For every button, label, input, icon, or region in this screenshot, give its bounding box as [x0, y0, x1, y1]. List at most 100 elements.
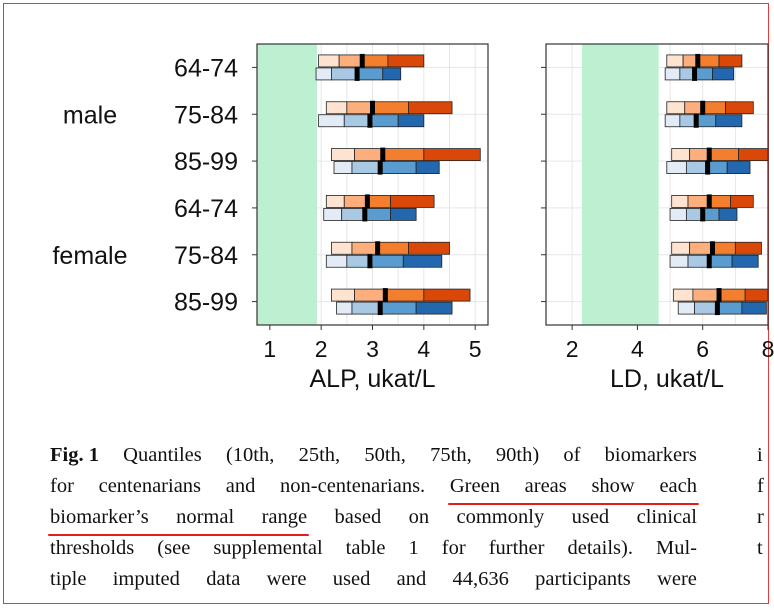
- orange-quantile-segment: [361, 54, 389, 68]
- blue-quantile-segment: [415, 161, 440, 174]
- orange-quantile-segment: [689, 148, 710, 161]
- orange-median-mark: [716, 288, 722, 303]
- column-fragment-char: i: [757, 444, 763, 466]
- normal-range-area: [581, 44, 659, 325]
- figure-number: Fig. 1: [50, 444, 99, 466]
- orange-quantile-segment: [702, 101, 726, 115]
- orange-quantile-segment: [325, 195, 345, 208]
- row-label: 75-84: [174, 101, 238, 129]
- caption-word: used: [332, 568, 371, 590]
- blue-quantile-segment: [402, 254, 443, 268]
- blue-quantile-segment: [333, 161, 353, 174]
- caption-word: on: [408, 506, 430, 528]
- orange-quantile-segment: [734, 241, 762, 255]
- orange-quantile-segment: [692, 288, 720, 302]
- orange-quantile-segment: [672, 288, 694, 302]
- caption-word: participants: [535, 568, 631, 590]
- blue-quantile-segment: [708, 254, 733, 268]
- blue-quantile-segment: [694, 301, 718, 315]
- orange-quantile-segment: [354, 148, 384, 161]
- orange-quantile-segment: [671, 148, 691, 161]
- orange-median-mark: [382, 288, 388, 303]
- caption-word: supplemental: [213, 537, 323, 559]
- highlight-underline: [447, 503, 699, 505]
- blue-median-mark: [692, 66, 698, 81]
- orange-quantile-segment: [684, 101, 704, 115]
- orange-quantile-segment: [738, 148, 768, 161]
- orange-median-mark: [706, 147, 712, 162]
- blue-median-mark: [706, 254, 712, 269]
- orange-quantile-segment: [343, 195, 368, 208]
- orange-quantile-segment: [666, 54, 684, 68]
- blue-median-mark: [705, 160, 711, 175]
- caption-word: data: [206, 568, 241, 590]
- orange-quantile-segment: [718, 288, 746, 302]
- caption-line: tiple imputed data were used and 44,636 partici…: [50, 564, 697, 595]
- group-label: female: [52, 242, 127, 270]
- orange-quantile-segment: [387, 54, 425, 68]
- orange-quantile-segment: [377, 241, 409, 255]
- caption-word: Mul-: [655, 537, 697, 559]
- orange-median-mark: [364, 194, 370, 209]
- blue-quantile-segment: [726, 161, 751, 174]
- figure-caption: Fig. 1 Quantiles (10th, 25th, 50th, 75th, 90th…: [48, 440, 699, 595]
- blue-quantile-segment: [390, 208, 417, 221]
- blue-median-mark: [700, 207, 706, 222]
- blue-quantile-segment: [685, 161, 709, 174]
- blue-quantile-segment: [315, 67, 332, 81]
- orange-quantile-segment: [382, 148, 425, 161]
- caption-word: thresholds: [50, 537, 135, 559]
- orange-median-mark: [375, 241, 381, 256]
- caption-word: Green: [449, 475, 500, 497]
- blue-median-mark: [367, 254, 373, 269]
- plot-area: [546, 44, 768, 325]
- blue-median-mark: [354, 66, 360, 81]
- orange-quantile-segment: [689, 241, 713, 255]
- caption-line: biomarker’s normal range based on commonly use…: [50, 502, 697, 533]
- caption-word: and: [396, 568, 427, 590]
- blue-quantile-segment: [666, 161, 687, 174]
- row-label: 64-74: [174, 195, 238, 223]
- blue-quantile-segment: [669, 208, 687, 221]
- row-label: 75-84: [174, 242, 238, 270]
- orange-quantile-segment: [331, 288, 355, 302]
- orange-quantile-segment: [687, 195, 710, 208]
- blue-quantile-segment: [397, 114, 425, 128]
- orange-quantile-segment: [325, 101, 348, 115]
- blue-quantile-segment: [318, 114, 345, 128]
- orange-median-mark: [370, 100, 375, 115]
- x-tick-label: 8: [762, 336, 774, 362]
- caption-word: 1: [408, 537, 419, 559]
- caption-word: 44,636: [452, 568, 509, 590]
- blue-quantile-segment: [351, 161, 381, 174]
- x-tick-label: 1: [263, 336, 276, 362]
- blue-quantile-segment: [707, 161, 728, 174]
- blue-quantile-segment: [369, 254, 404, 268]
- blue-quantile-segment: [379, 161, 417, 174]
- blue-quantile-segment: [677, 301, 695, 315]
- blue-quantile-segment: [716, 301, 743, 315]
- blue-quantile-segment: [715, 114, 743, 128]
- orange-quantile-segment: [331, 148, 355, 161]
- x-tick-label: 6: [696, 336, 709, 362]
- caption-word: areas: [524, 475, 567, 497]
- highlight-underline: [48, 534, 310, 536]
- row-label: 85-99: [174, 148, 238, 176]
- caption-word: (10th,: [225, 444, 275, 466]
- x-axis-label: LD, ukat/L: [610, 365, 724, 393]
- blue-quantile-segment: [331, 67, 358, 81]
- caption-word: range: [261, 506, 308, 528]
- normal-range-area: [257, 44, 318, 325]
- caption-word: for: [441, 537, 466, 559]
- blue-quantile-segment: [687, 254, 710, 268]
- figure-panel: 64-74 75-84 85-99 64-74 75-84 85-99 male female…: [52, 43, 774, 393]
- orange-median-mark: [695, 53, 701, 68]
- caption-word: tiple: [50, 568, 87, 590]
- column-fragment-char: r: [757, 506, 764, 528]
- orange-quantile-segment: [423, 288, 471, 302]
- column-fragment-char: t: [757, 537, 763, 559]
- caption-word: biomarker’s: [50, 506, 149, 528]
- blue-median-mark: [714, 301, 720, 316]
- caption-word: Quantiles: [123, 444, 202, 466]
